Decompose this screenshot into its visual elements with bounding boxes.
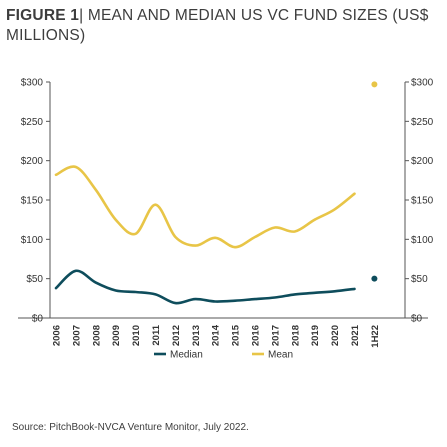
series-point-median (371, 275, 378, 282)
x-tick-label: 2010 (131, 325, 142, 346)
y-tick-label-right: $300 (411, 78, 434, 89)
y-tick-label-right: $200 (411, 156, 434, 167)
y-tick-label-right: $250 (411, 117, 434, 128)
chart-title: FIGURE 1| MEAN AND MEDIAN US VC FUND SIZ… (6, 6, 442, 46)
x-tick-label: 2007 (71, 325, 82, 346)
x-tick-label: 2009 (111, 325, 122, 346)
y-tick-label-left: $50 (26, 274, 43, 285)
y-tick-label-left: $0 (32, 314, 44, 325)
y-tick-label-right: $0 (411, 314, 423, 325)
y-tick-label-left: $300 (21, 78, 44, 89)
y-tick-label-right: $150 (411, 196, 434, 207)
series-line-median (54, 269, 356, 305)
figure-title: | MEAN AND MEDIAN US VC FUND SIZES (US$ … (6, 7, 429, 44)
y-tick-label-left: $250 (21, 117, 44, 128)
y-tick-label-left: $150 (21, 196, 44, 207)
x-tick-label: 2013 (191, 325, 202, 346)
series-point-mean (371, 81, 378, 88)
source-note: Source: PitchBook-NVCA Venture Monitor, … (12, 422, 249, 433)
x-tick-label: 2019 (310, 325, 321, 346)
x-tick-label: 2011 (151, 324, 162, 345)
x-tick-label: 2008 (91, 325, 102, 346)
x-tick-label: 2021 (350, 324, 361, 346)
figure-label: FIGURE 1 (6, 7, 80, 24)
x-tick-label: 2015 (231, 324, 242, 346)
y-tick-label-right: $50 (411, 274, 428, 285)
x-tick-label: 2020 (330, 325, 341, 346)
x-tick-label: 1H22 (370, 325, 381, 348)
x-tick-label: 2006 (52, 325, 63, 346)
y-tick-label-left: $100 (21, 235, 44, 246)
x-tick-label: 2014 (211, 324, 222, 346)
legend-label-median: Median (170, 350, 203, 361)
x-tick-label: 2012 (171, 325, 182, 346)
x-tick-label: 2018 (290, 325, 301, 346)
y-tick-label-right: $100 (411, 235, 434, 246)
legend-label-mean: Mean (268, 350, 293, 361)
y-tick-label-left: $200 (21, 156, 44, 167)
x-tick-label: 2017 (270, 325, 281, 346)
x-tick-label: 2016 (251, 325, 262, 346)
series-line-mean (54, 165, 356, 249)
